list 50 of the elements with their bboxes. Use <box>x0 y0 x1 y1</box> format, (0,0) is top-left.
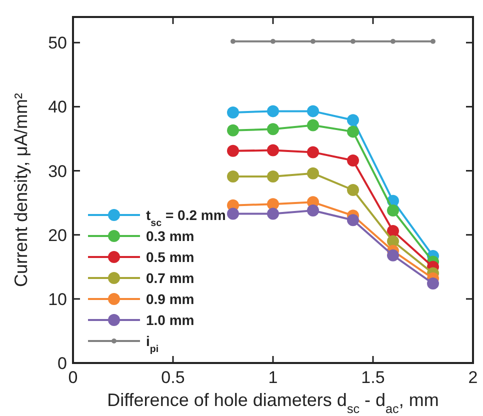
legend-label: 0.3 mm <box>146 228 194 244</box>
x-tick-label: 1.5 <box>361 368 385 387</box>
legend-label: i$_{pi}$ <box>146 333 159 354</box>
legend-label: 0.7 mm <box>146 270 194 286</box>
legend-label: 0.5 mm <box>146 249 194 265</box>
point <box>430 38 436 44</box>
point <box>267 198 279 210</box>
point <box>227 106 239 118</box>
point <box>347 114 359 126</box>
legend-label: 0.9 mm <box>146 291 194 307</box>
legend-label: t$_{sc}$ = 0.2 mm <box>146 207 226 228</box>
point <box>350 38 356 44</box>
point <box>307 146 319 158</box>
y-tick-label: 40 <box>48 98 67 117</box>
point <box>310 38 316 44</box>
point <box>227 144 239 157</box>
x-tick-label: 0.5 <box>161 368 185 387</box>
point <box>307 105 319 118</box>
point <box>347 154 359 167</box>
point <box>267 144 279 156</box>
point <box>227 124 239 136</box>
point <box>387 249 399 262</box>
point <box>347 184 359 196</box>
point <box>390 38 396 44</box>
point <box>267 208 279 220</box>
point <box>347 126 359 138</box>
point <box>267 123 279 136</box>
point <box>307 167 319 180</box>
point <box>427 278 439 290</box>
legend-label: 1.0 mm <box>146 312 194 328</box>
y-axis-title: Current density, μA/mm² <box>11 92 31 288</box>
point <box>307 119 319 132</box>
y-tick-label: 10 <box>48 290 67 309</box>
point <box>307 204 319 217</box>
point <box>347 214 359 226</box>
point <box>230 38 236 44</box>
point <box>387 225 399 238</box>
y-tick-label: 50 <box>48 34 67 53</box>
y-tick-label: 30 <box>48 162 67 181</box>
point <box>267 105 279 118</box>
point <box>267 170 279 183</box>
x-axis-title: Difference of hole diameters d$_{sc}$ - d$_{ac}$, mm <box>107 390 439 416</box>
point <box>270 38 276 44</box>
point <box>227 208 239 220</box>
y-tick-label: 0 <box>58 354 67 373</box>
x-tick-label: 1 <box>268 368 278 387</box>
point <box>387 204 399 217</box>
x-tick-label: 2 <box>468 368 478 387</box>
point <box>227 170 239 183</box>
y-tick-label: 20 <box>48 226 67 245</box>
